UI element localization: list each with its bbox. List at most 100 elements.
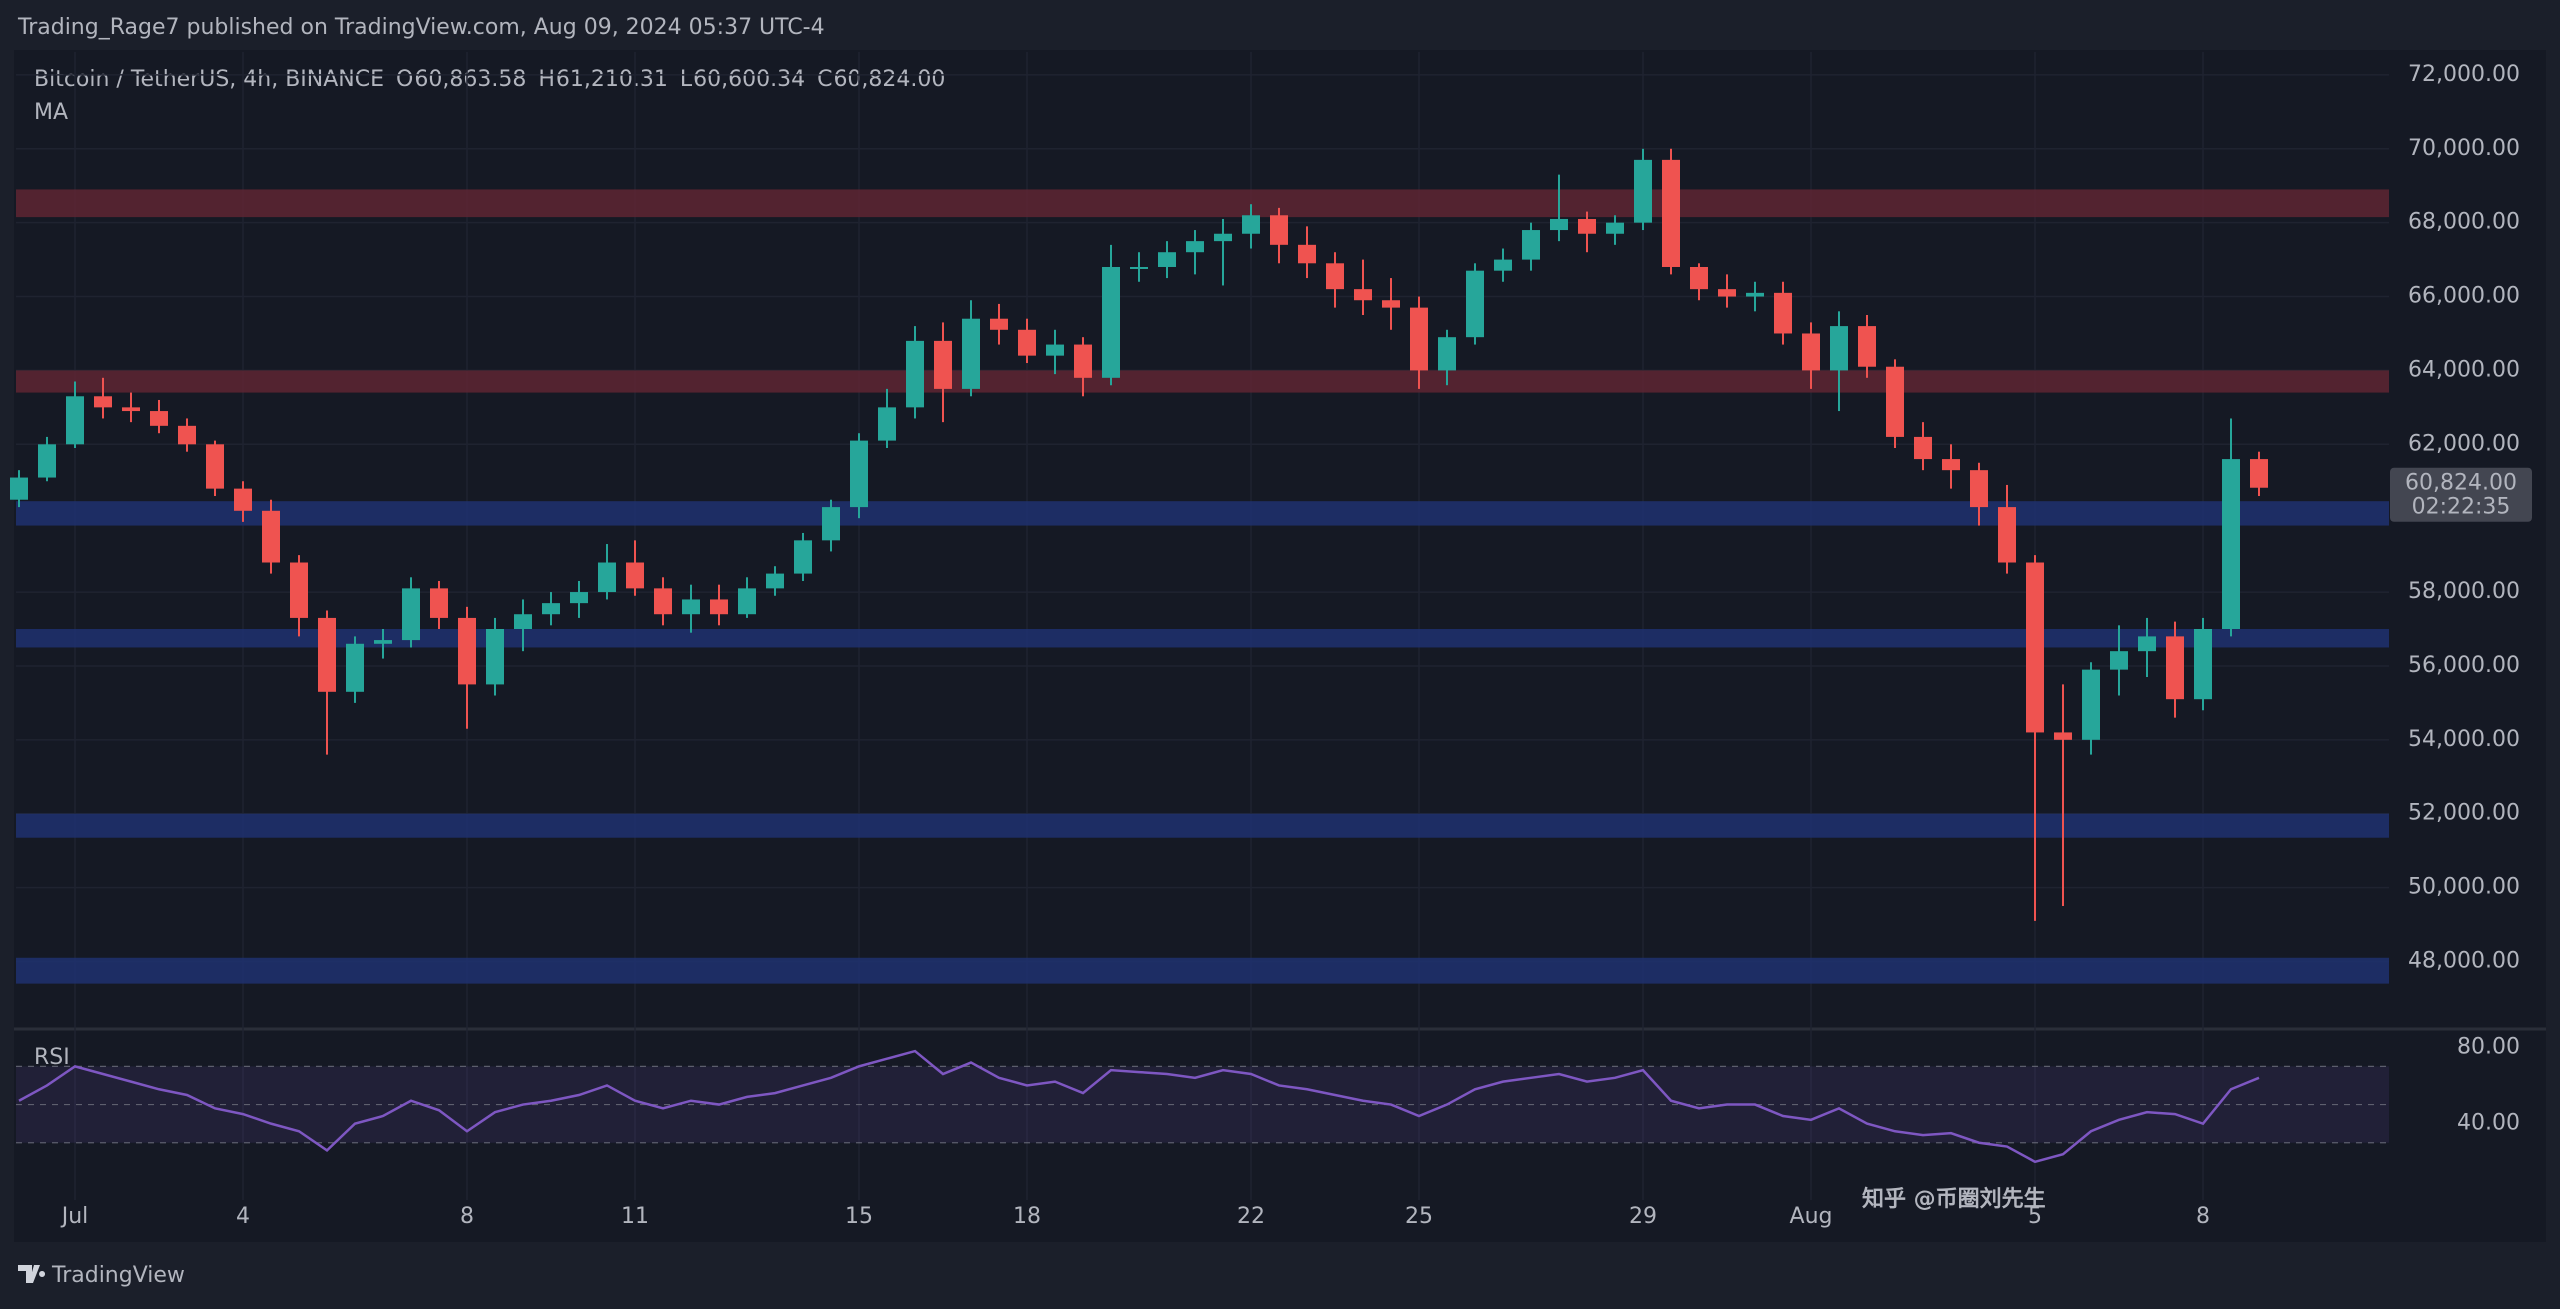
logo-icon — [18, 1265, 46, 1283]
watermark: 知乎 @币圈刘先生 — [1862, 1186, 2046, 1212]
candle-body — [1690, 266, 1708, 290]
candle-body — [2222, 459, 2240, 630]
candle-body — [1326, 263, 1344, 290]
ohlc-key: C — [817, 67, 832, 92]
candle-body — [1914, 436, 1932, 460]
candle-body — [1382, 300, 1400, 308]
candle-body — [1886, 366, 1904, 437]
candle-body — [1970, 470, 1988, 508]
candle-body — [934, 340, 952, 389]
candle-body — [66, 396, 84, 445]
chart-title: Bitcoin / TetherUS, 4h, BINANCE — [34, 67, 384, 92]
candle-body — [206, 444, 224, 489]
candle-body — [374, 640, 392, 644]
candle-body — [1186, 241, 1204, 253]
candle-body — [458, 617, 476, 685]
candle-body — [10, 477, 28, 500]
candle-body — [906, 340, 924, 408]
price-zone — [16, 629, 2389, 648]
candle-body — [1550, 218, 1568, 231]
candle-body — [1746, 292, 1764, 297]
candle-body — [1298, 244, 1316, 264]
candle-body — [1270, 215, 1288, 245]
last-price-box — [2390, 467, 2532, 522]
candle-body — [1606, 222, 1624, 234]
candle-body — [710, 599, 728, 615]
y-tick-label: 52,000.00 — [2408, 801, 2520, 826]
candle-body — [1774, 292, 1792, 334]
candle-body — [290, 562, 308, 618]
ohlc-key: O — [396, 67, 413, 92]
ohlc-value: 60,863.58 — [414, 67, 526, 92]
candle-body — [990, 318, 1008, 330]
candle-body — [1942, 459, 1960, 471]
candle-body — [1438, 337, 1456, 371]
candle-body — [486, 629, 504, 685]
candle-body — [2110, 651, 2128, 670]
brand-logo: TradingView — [18, 1263, 185, 1288]
candle-body — [1998, 507, 2016, 563]
candle-body — [542, 603, 560, 615]
x-tick-label: 5 — [2028, 1204, 2042, 1229]
candle-body — [178, 425, 196, 445]
candle-body — [262, 510, 280, 563]
candle-body — [1102, 266, 1120, 378]
ohlc-value: 61,210.31 — [556, 67, 668, 92]
x-tick-label: 15 — [845, 1204, 873, 1229]
ohlc-value: 60,824.00 — [833, 67, 945, 92]
candle-body — [654, 588, 672, 615]
candle-body — [1494, 259, 1512, 271]
countdown: 02:22:35 — [2412, 495, 2511, 520]
candle-body — [850, 440, 868, 508]
x-tick-label: 25 — [1405, 1204, 1433, 1229]
candle-body — [2026, 562, 2044, 733]
candle-body — [430, 588, 448, 618]
candle-body — [1354, 289, 1372, 301]
x-tick-label: 29 — [1629, 1204, 1657, 1229]
last-price-label: 60,824.00 — [2405, 471, 2517, 496]
publish-info: Trading_Rage7 published on TradingView.c… — [17, 15, 825, 40]
candle-body — [794, 540, 812, 574]
candle-body — [2082, 669, 2100, 740]
candle-body — [2194, 629, 2212, 700]
candle-body — [150, 411, 168, 426]
y-tick-label: 56,000.00 — [2408, 653, 2520, 678]
candle-body — [962, 318, 980, 389]
brand-name: TradingView — [51, 1263, 185, 1288]
candle-body — [2138, 636, 2156, 652]
ohlc-legend: Bitcoin / TetherUS, 4h, BINANCE O 60,863.… — [34, 67, 945, 92]
candle-body — [1130, 266, 1148, 269]
candle-body — [598, 562, 616, 593]
candle-body — [38, 444, 56, 478]
x-tick-label: Jul — [60, 1204, 89, 1229]
candle-body — [1046, 344, 1064, 356]
candle-body — [346, 643, 364, 692]
y-tick-label: 64,000.00 — [2408, 357, 2520, 382]
price-zone — [16, 957, 2389, 984]
x-tick-label: 22 — [1237, 1204, 1265, 1229]
x-tick-label: 11 — [621, 1204, 649, 1229]
x-tick-label: 18 — [1013, 1204, 1041, 1229]
candle-body — [1718, 289, 1736, 297]
candle-body — [1242, 215, 1260, 234]
y-tick-label: 48,000.00 — [2408, 948, 2520, 973]
candle-body — [2166, 636, 2184, 700]
candle-body — [1018, 329, 1036, 356]
y-tick-label: 62,000.00 — [2408, 431, 2520, 456]
x-tick-label: 8 — [2196, 1204, 2210, 1229]
candle-body — [514, 614, 532, 630]
candle-body — [822, 507, 840, 541]
candle-body — [570, 592, 588, 604]
candle-body — [1802, 333, 1820, 371]
candle-body — [878, 407, 896, 441]
candle-body — [402, 588, 420, 641]
rsi-tick-label: 40.00 — [2457, 1111, 2520, 1136]
price-zone — [16, 813, 2389, 838]
rsi-band — [16, 1066, 2389, 1143]
rsi-line — [18, 1049, 2260, 1164]
x-tick-label: 4 — [236, 1204, 250, 1229]
candle-body — [738, 588, 756, 615]
candle-body — [766, 573, 784, 589]
